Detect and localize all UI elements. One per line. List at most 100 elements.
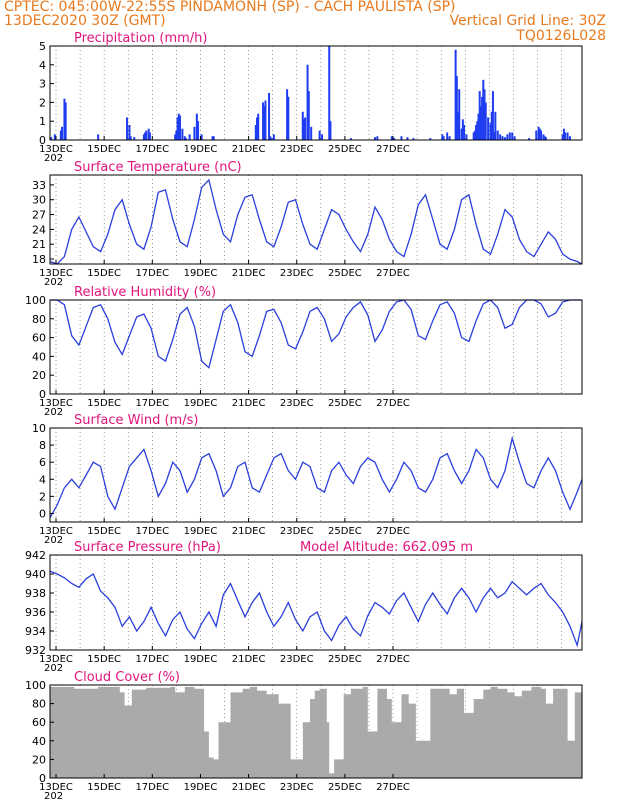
precip-bar xyxy=(287,96,290,140)
precip-bar xyxy=(412,138,415,140)
y-tick-label: 938 xyxy=(25,587,46,600)
precip-bar xyxy=(310,126,313,140)
precip-bar xyxy=(406,137,409,140)
precip-bar xyxy=(481,96,484,140)
precip-bar xyxy=(501,136,504,140)
precip-bar xyxy=(543,136,546,140)
precip-bar xyxy=(491,91,494,140)
precip-bar xyxy=(263,106,266,140)
precip-bar xyxy=(448,136,451,140)
x-tick-label: 23DEC xyxy=(280,144,314,155)
series-line-2 xyxy=(50,299,582,369)
precip-bar xyxy=(441,134,444,140)
x-tick-label: 21DEC xyxy=(232,526,266,537)
header-station: CPTEC: 045:00W-22:55S PINDAMONH (SP) - C… xyxy=(4,0,456,15)
precip-bar xyxy=(561,134,564,140)
x-tick-year: 202 xyxy=(44,535,63,546)
precip-bar xyxy=(175,130,178,140)
precip-bar xyxy=(328,46,331,140)
series-line-4 xyxy=(49,570,583,648)
y-tick-label: 18 xyxy=(32,253,46,266)
x-tick-label: 13DEC xyxy=(39,144,73,155)
precip-bar xyxy=(540,130,543,140)
y-tick-label: 0 xyxy=(39,134,46,147)
precip-bar xyxy=(493,132,496,140)
precip-bar xyxy=(142,134,145,140)
x-tick-label: 25DEC xyxy=(328,144,362,155)
precip-bar xyxy=(264,100,267,140)
x-tick-label: 21DEC xyxy=(232,782,266,793)
y-tick-label: 20 xyxy=(32,369,46,382)
y-tick-label: 27 xyxy=(32,209,46,222)
y-tick-label: 3 xyxy=(39,78,46,91)
precip-bar xyxy=(195,113,198,140)
x-tick-label: 27DEC xyxy=(376,654,410,665)
precip-bar xyxy=(544,137,547,140)
panel-title-5: Cloud Cover (%) xyxy=(74,670,180,685)
x-tick-label: 23DEC xyxy=(280,398,314,409)
y-tick-label: 40 xyxy=(32,350,46,363)
precip-bar xyxy=(349,138,352,140)
precip-bar xyxy=(269,136,272,140)
precip-bar xyxy=(442,136,445,140)
precip-bar xyxy=(133,137,136,140)
x-tick-label: 23DEC xyxy=(280,782,314,793)
y-tick-label: 4 xyxy=(39,59,46,72)
precip-bar xyxy=(63,98,66,140)
precip-bar xyxy=(506,134,509,140)
y-tick-label: 1 xyxy=(39,115,46,128)
y-tick-label: 0 xyxy=(39,507,46,520)
y-tick-label: 2 xyxy=(39,96,46,109)
precip-bar xyxy=(147,128,150,140)
x-tick-label: 25DEC xyxy=(328,654,362,665)
x-tick-label: 19DEC xyxy=(184,268,218,279)
precip-bar xyxy=(455,76,458,140)
x-tick-label: 19DEC xyxy=(184,782,218,793)
header-run-date: 13DEC2020 30Z (GMT) xyxy=(4,13,166,29)
x-tick-label: 19DEC xyxy=(184,526,218,537)
y-tick-label: 934 xyxy=(25,625,46,638)
x-tick-label: 15DEC xyxy=(87,782,121,793)
y-tick-label: 932 xyxy=(25,644,46,657)
precip-bar xyxy=(564,132,567,140)
precip-bar xyxy=(270,138,273,140)
y-tick-label: 33 xyxy=(32,179,46,192)
panel-frame xyxy=(49,45,583,141)
x-tick-year: 202 xyxy=(44,277,63,288)
x-tick-year: 202 xyxy=(44,407,63,418)
x-tick-label: 23DEC xyxy=(280,268,314,279)
precip-bar xyxy=(256,117,259,140)
precip-bar xyxy=(97,134,100,140)
precip-bar xyxy=(542,134,545,140)
y-tick-label: 0 xyxy=(39,388,46,401)
precip-bar xyxy=(329,121,332,140)
y-tick-label: 5 xyxy=(39,40,46,53)
series-line-3 xyxy=(49,435,583,519)
precip-bar xyxy=(148,132,151,140)
y-tick-label: 10 xyxy=(32,422,46,435)
header-model: TQ0126L028 xyxy=(516,28,606,44)
precip-bar xyxy=(482,79,485,140)
x-tick-year: 202 xyxy=(44,153,63,164)
x-tick-label: 19DEC xyxy=(184,144,218,155)
x-tick-label: 21DEC xyxy=(232,144,266,155)
precip-bar xyxy=(454,49,457,141)
x-tick-year: 202 xyxy=(44,791,63,800)
precip-bar xyxy=(476,121,479,140)
x-tick-label: 13DEC xyxy=(39,398,73,409)
precip-bar xyxy=(458,89,461,140)
precip-bar xyxy=(197,121,200,140)
y-tick-label: 6 xyxy=(39,456,46,469)
precip-bar xyxy=(176,117,179,140)
precip-bar xyxy=(211,136,214,140)
panel-title-3: Surface Wind (m/s) xyxy=(74,413,198,428)
x-tick-label: 17DEC xyxy=(135,398,169,409)
precip-bar xyxy=(538,128,541,140)
y-tick-label: 80 xyxy=(32,698,46,711)
x-tick-label: 17DEC xyxy=(135,526,169,537)
x-tick-label: 21DEC xyxy=(232,268,266,279)
x-tick-label: 13DEC xyxy=(39,526,73,537)
precip-bar xyxy=(321,134,324,140)
precip-bar xyxy=(262,102,265,140)
